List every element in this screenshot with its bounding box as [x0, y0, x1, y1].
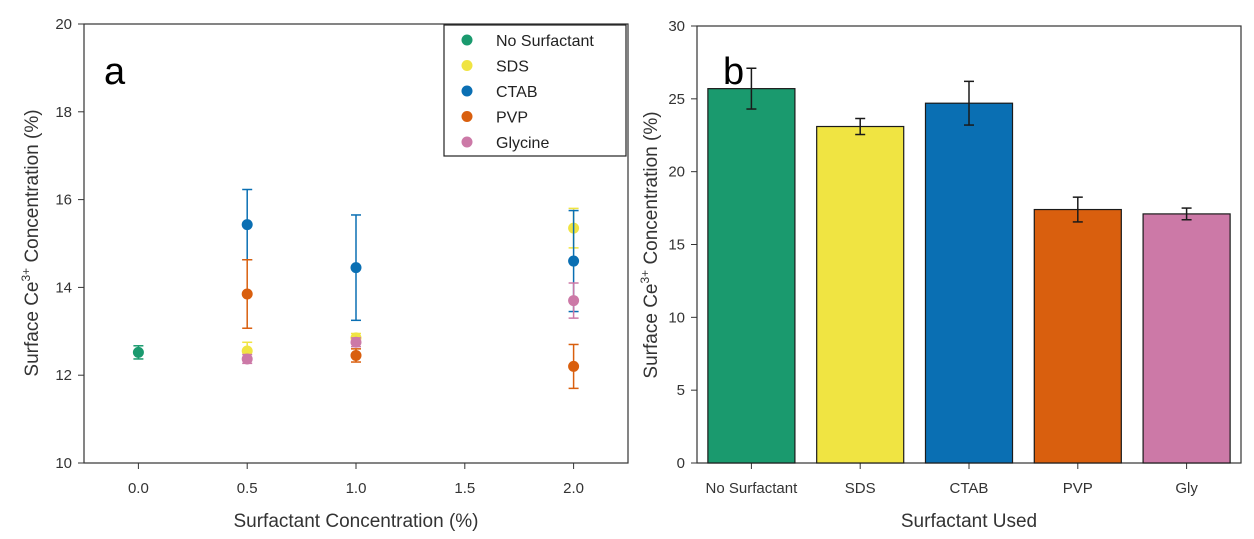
bar-ctab	[924, 102, 1014, 464]
bar-no-surfactant	[707, 88, 796, 464]
legend-label-glycine: Glycine	[496, 135, 549, 152]
point-glycine-2	[568, 295, 580, 307]
point-no-surfactant-0	[132, 346, 144, 358]
series-glycine	[241, 282, 580, 365]
point-pvp-2	[568, 360, 580, 372]
x-tick-label-a-4: 2.0	[563, 480, 584, 497]
y-tick-label-b-2: 10	[668, 309, 685, 326]
x-tick-label-b-pvp: PVP	[1063, 480, 1093, 497]
x-axis-title-b: Surfactant Used	[901, 511, 1037, 532]
data-points-a	[132, 188, 580, 390]
legend-label-sds: SDS	[496, 59, 529, 76]
y-axis-title-b: Surface Ce3+ Concentration (%)	[638, 111, 662, 378]
bar-pvp	[1033, 208, 1122, 464]
legend-marker-no-surfactant	[461, 34, 473, 46]
panel-label-b: b	[723, 51, 744, 93]
bar-gly	[1142, 213, 1231, 464]
legend-label-ctab: CTAB	[496, 84, 537, 101]
scatter-panel-a: 0.0 0.5 1.0 1.5 2.0 10 12 14 16 18 20 a Surfactant…	[19, 16, 629, 532]
point-glycine-0	[241, 353, 253, 365]
y-tick-label-b-4: 20	[668, 164, 685, 181]
point-pvp-1	[350, 349, 362, 361]
legend-marker-glycine	[461, 136, 473, 148]
point-ctab-2	[568, 255, 580, 267]
series-sds	[241, 207, 580, 361]
y-tick-label-a-4: 18	[55, 104, 72, 121]
point-glycine-1	[350, 336, 362, 348]
point-sds-0	[241, 345, 253, 357]
panel-label-a: a	[104, 51, 126, 93]
legend-label-pvp: PVP	[496, 110, 528, 127]
x-tick-label-a-2: 1.0	[346, 480, 367, 497]
y-tick-label-a-0: 10	[55, 455, 72, 472]
y-axis-title-a: Surface Ce3+ Concentration (%)	[19, 109, 43, 376]
x-tick-label-b-ctab: CTAB	[950, 480, 989, 497]
axis-ticks-b: 0 5 10 15 20 25 30 No Surfactant SDS CTAB PVP Gly	[668, 18, 1198, 497]
y-tick-label-b-0: 0	[677, 455, 685, 472]
x-tick-label-b-no-surfactant: No Surfactant	[706, 480, 799, 497]
x-tick-label-b-gly: Gly	[1175, 480, 1198, 497]
legend-label-no-surfactant: No Surfactant	[496, 33, 594, 50]
point-ctab-1	[350, 262, 362, 274]
point-pvp-0	[241, 288, 253, 300]
series-ctab	[241, 188, 580, 322]
x-tick-label-b-sds: SDS	[845, 480, 876, 497]
bar-sds	[816, 125, 905, 464]
legend-marker-ctab	[461, 85, 473, 97]
bar-panel-b: 0 5 10 15 20 25 30 No Surfactant SDS CTAB PVP Gly b…	[638, 18, 1242, 532]
bars-b	[707, 67, 1231, 464]
legend: No Surfactant SDS CTAB PVP Glycine	[443, 24, 627, 157]
y-tick-label-b-6: 30	[668, 18, 685, 35]
y-tick-label-b-5: 25	[668, 91, 685, 108]
y-tick-label-a-2: 14	[55, 279, 72, 296]
x-axis-title-a: Surfactant Concentration (%)	[233, 511, 478, 532]
x-tick-label-a-1: 0.5	[237, 480, 258, 497]
legend-box	[443, 24, 627, 157]
axis-ticks-a: 0.0 0.5 1.0 1.5 2.0 10 12 14 16 18 20	[55, 16, 584, 497]
y-tick-label-a-5: 20	[55, 16, 72, 33]
x-tick-label-a-3: 1.5	[454, 480, 475, 497]
series-no-surfactant	[132, 345, 144, 360]
y-tick-label-a-3: 16	[55, 192, 72, 209]
x-tick-label-a-0: 0.0	[128, 480, 149, 497]
series-pvp	[241, 258, 580, 390]
y-tick-label-b-3: 15	[668, 237, 685, 254]
y-tick-label-b-1: 5	[677, 382, 685, 399]
legend-marker-sds	[461, 60, 473, 71]
legend-marker-pvp	[461, 111, 473, 122]
point-ctab-0	[241, 219, 253, 231]
y-tick-label-a-1: 12	[55, 367, 72, 384]
